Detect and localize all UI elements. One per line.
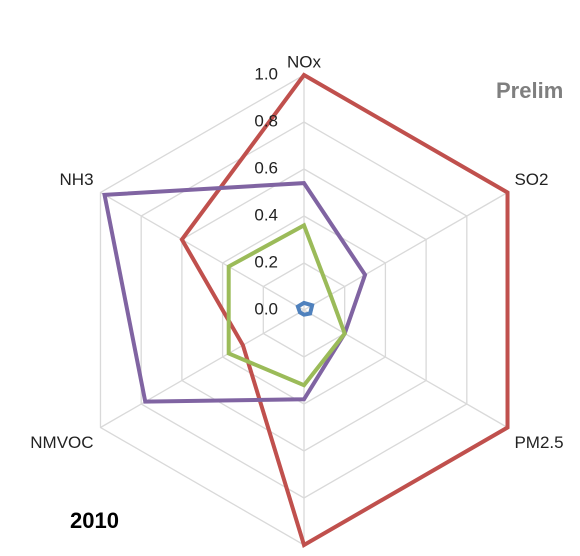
tick-label: 0.2 (254, 252, 278, 271)
annotation: 2010 (70, 508, 119, 533)
spoke (100, 191, 305, 311)
tick-label: 0.8 (254, 111, 278, 130)
spoke (303, 309, 508, 429)
axis-label: NH3 (60, 170, 94, 189)
series-line (295, 300, 315, 317)
tick-label: 0.0 (254, 299, 278, 318)
plot: 0.00.20.40.60.81.0NOxSO2PM2.5PM10NMVOCNH… (30, 52, 564, 548)
axis-label: NOx (287, 52, 322, 71)
series-line (226, 222, 347, 388)
spoke (100, 309, 305, 429)
axis-label: SO2 (514, 170, 548, 189)
series-line (102, 181, 368, 404)
annotation: Prelim (496, 78, 563, 103)
series-line (179, 72, 510, 548)
spoke (303, 191, 508, 311)
axis-label: NMVOC (30, 433, 93, 452)
tick-label: 1.0 (254, 64, 278, 83)
axis-label: PM2.5 (514, 433, 563, 452)
tick-label: 0.6 (254, 158, 278, 177)
tick-label: 0.4 (254, 205, 278, 224)
